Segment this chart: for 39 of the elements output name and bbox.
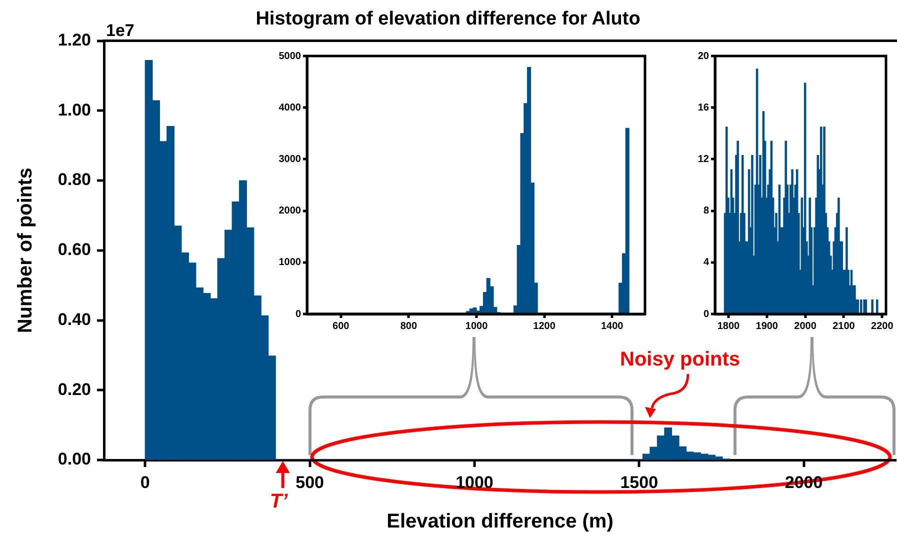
y-tick-label: 0: [295, 308, 302, 320]
y-tick-label: 8: [703, 206, 710, 217]
y-tick-label: 0.80: [58, 170, 91, 190]
y-tick-label: 1.20: [58, 30, 91, 50]
y-tick-label: 0.20: [58, 380, 91, 399]
x-tick-label: 1000: [456, 472, 494, 492]
y-tick-label: 0.00: [58, 450, 91, 469]
chart-title: Histogram of elevation difference for Aluto: [256, 8, 640, 30]
y-tick-label: 16: [698, 102, 710, 114]
x-tick-label: 2000: [794, 320, 817, 332]
y-tick-label: 12: [698, 154, 710, 165]
x-tick-label: 2200: [871, 320, 894, 332]
text: 1e7: [106, 20, 134, 40]
x-tick-label: 1000: [465, 320, 488, 332]
x-tick-label: 2100: [832, 320, 856, 332]
y-axis-title: Number of points: [14, 168, 37, 334]
y-tick-label: 4000: [278, 102, 302, 114]
x-tick-label: 1200: [533, 320, 556, 332]
x-tick-label: 500: [296, 472, 324, 492]
x-tick-label: 1900: [756, 320, 778, 332]
x-tick-label: 600: [332, 320, 350, 332]
x-tick-label: 0: [140, 472, 150, 492]
y-tick-label: 20: [698, 50, 710, 62]
annotation: Noisy points: [620, 348, 740, 371]
x-tick-label: 1800: [717, 320, 740, 332]
y-tick-label: 0.60: [58, 240, 91, 260]
y-tick-label: 0.40: [58, 310, 91, 329]
x-tick-label: 1400: [600, 320, 624, 332]
y-tick-label: 1.00: [58, 100, 91, 120]
y-tick-label: 4: [703, 257, 710, 268]
x-tick-label: 1500: [620, 472, 658, 492]
y-tick-label: 2000: [278, 206, 302, 217]
x-tick-label: 800: [400, 320, 418, 332]
x-axis-title: Elevation difference (m): [386, 510, 614, 533]
annotation: T’: [270, 490, 288, 513]
y-tick-label: 5000: [278, 50, 302, 62]
y-tick-label: 3000: [278, 154, 302, 165]
y-tick-label: 0: [703, 308, 710, 320]
y-tick-label: 1000: [278, 257, 302, 268]
